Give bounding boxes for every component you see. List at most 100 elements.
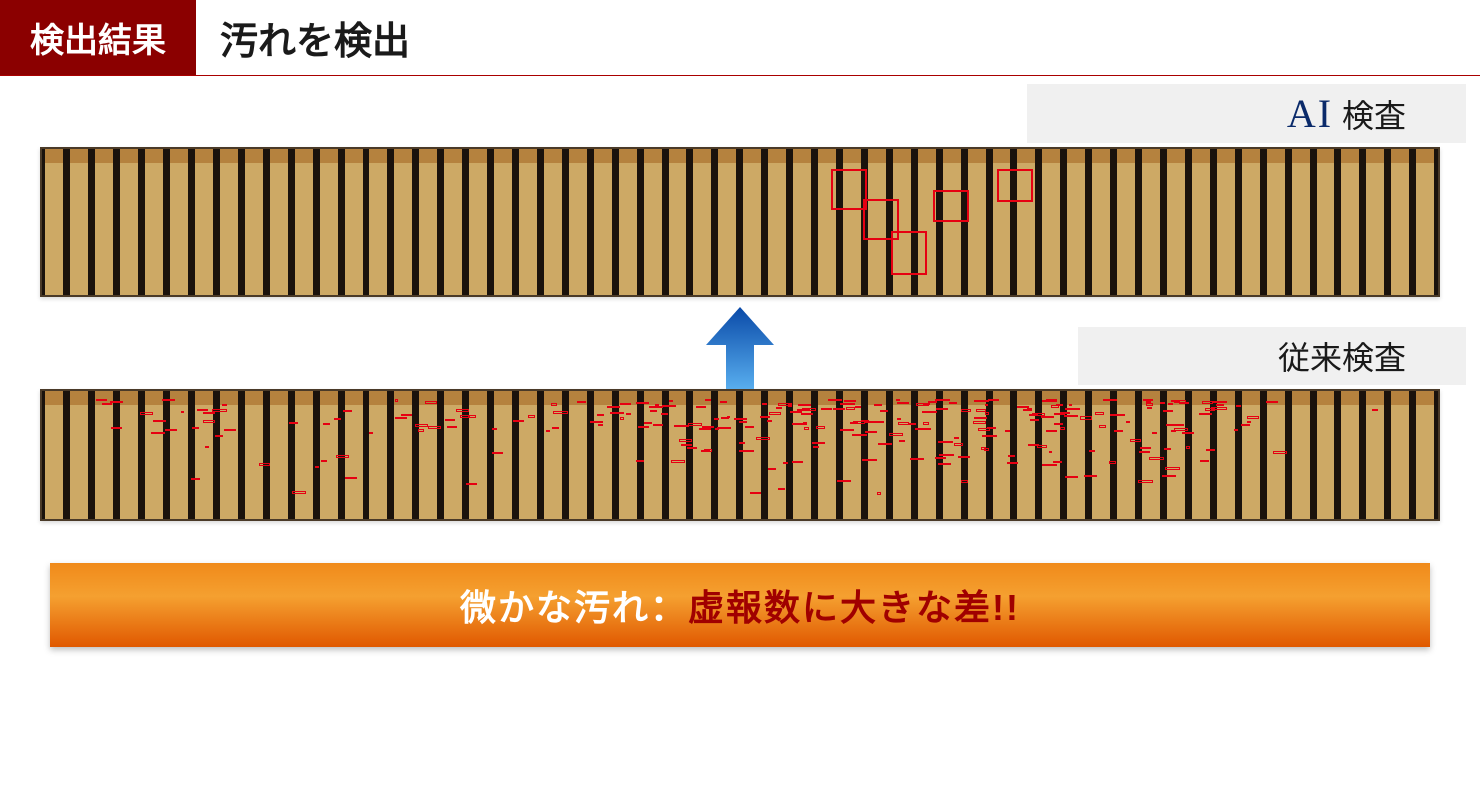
conventional-detection-box xyxy=(110,401,123,403)
conventional-detection-box xyxy=(620,417,624,419)
strip-bar xyxy=(765,149,790,295)
conventional-detection-box xyxy=(837,480,851,482)
strip-bar xyxy=(615,149,640,295)
strip-bar xyxy=(466,149,491,295)
conventional-detection-box xyxy=(949,402,957,404)
conventional-detection-box xyxy=(840,403,854,405)
conventional-detection-box xyxy=(1213,401,1226,403)
conventional-detection-box xyxy=(620,403,630,405)
strip-bar xyxy=(1089,391,1114,519)
strip-bar xyxy=(316,149,341,295)
conventional-detection-box xyxy=(756,437,770,440)
strip-bar xyxy=(67,149,92,295)
conventional-detection-box xyxy=(466,483,477,485)
conventional-detection-box xyxy=(552,427,558,429)
conventional-detection-box xyxy=(528,415,535,418)
conventional-detection-box xyxy=(626,413,631,415)
conventional-inspection-label: 従来検査 xyxy=(1078,327,1466,385)
conventional-detection-box xyxy=(447,426,457,429)
strip-bar xyxy=(466,391,491,519)
strip-bar xyxy=(491,391,516,519)
conclusion-prefix: 微かな汚れ： xyxy=(460,587,688,628)
conventional-detection-box xyxy=(961,480,968,483)
conventional-detection-box xyxy=(679,439,692,442)
conventional-detection-box xyxy=(776,407,782,409)
conventional-detection-box xyxy=(985,404,989,406)
conventional-detection-box xyxy=(492,452,503,454)
strip-bar xyxy=(1238,391,1263,519)
conventional-detection-box xyxy=(1186,446,1190,449)
strip-bar xyxy=(1263,391,1288,519)
conventional-detection-box xyxy=(988,399,999,401)
strip-bar xyxy=(590,391,615,519)
conventional-detection-box xyxy=(1171,400,1181,402)
conventional-detection-box xyxy=(974,400,989,402)
conventional-detection-box xyxy=(203,420,215,423)
conventional-detection-box xyxy=(1112,399,1118,401)
strip-bar xyxy=(216,149,241,295)
conventional-detection-box xyxy=(671,460,685,463)
conventional-detection-box xyxy=(1146,401,1151,403)
conventional-detection-box xyxy=(638,426,648,428)
conventional-detection-box xyxy=(1140,447,1151,449)
ai-detection-box xyxy=(831,169,867,210)
conventional-detection-box xyxy=(1164,448,1172,450)
conventional-detection-box xyxy=(1069,404,1073,406)
conventional-detection-box xyxy=(923,422,929,424)
conventional-detection-box xyxy=(102,403,112,405)
conventional-detection-box xyxy=(767,420,772,422)
conventional-detection-box xyxy=(205,446,209,448)
conventional-inspection-strip xyxy=(40,389,1440,521)
conventional-detection-box xyxy=(644,422,653,425)
strip-bar xyxy=(640,149,665,295)
conventional-detection-box xyxy=(1060,412,1070,414)
conventional-detection-box xyxy=(1080,416,1091,419)
strip-bar xyxy=(1089,149,1114,295)
conventional-detection-box xyxy=(415,424,428,427)
conventional-detection-box xyxy=(850,422,858,424)
conventional-detection-box xyxy=(896,399,900,401)
conventional-detection-box xyxy=(936,408,948,410)
conventional-detection-box xyxy=(1007,462,1019,464)
conventional-detection-box xyxy=(1172,424,1183,426)
conventional-detection-box xyxy=(717,427,731,429)
conventional-detection-box xyxy=(1152,432,1158,434)
conventional-detection-box xyxy=(705,399,711,401)
ai-inspection-label: AI 検査 xyxy=(1027,84,1466,143)
strip-bar xyxy=(1039,391,1064,519)
strip-bars xyxy=(42,391,1438,519)
strip-bar xyxy=(939,149,964,295)
conventional-detection-box xyxy=(1147,407,1153,409)
conventional-detection-box xyxy=(1179,402,1189,404)
strip-bar xyxy=(615,391,640,519)
strip-bar xyxy=(565,149,590,295)
conventional-detection-box xyxy=(577,401,587,403)
conventional-detection-box xyxy=(769,412,780,415)
conventional-detection-box xyxy=(1065,408,1079,411)
conventional-detection-box xyxy=(1030,419,1039,421)
conventional-detection-box xyxy=(739,421,747,423)
conventional-detection-box xyxy=(1168,403,1173,405)
conventional-detection-box xyxy=(1053,461,1062,463)
strip-bar xyxy=(266,149,291,295)
conventional-detection-box xyxy=(801,413,812,416)
conventional-detection-box xyxy=(750,492,761,494)
strip-bar xyxy=(1288,391,1313,519)
conventional-detection-box xyxy=(669,400,673,402)
conventional-detection-box xyxy=(551,403,556,406)
conventional-detection-box xyxy=(369,432,373,434)
conventional-detection-box xyxy=(192,427,199,429)
conventional-detection-box xyxy=(598,424,603,426)
conventional-detection-box xyxy=(880,410,888,412)
strip-bar xyxy=(67,391,92,519)
conventional-detection-box xyxy=(874,404,881,406)
ai-inspection-strip xyxy=(40,147,1440,297)
conventional-detection-box xyxy=(1027,408,1032,410)
conventional-detection-box xyxy=(792,461,802,463)
conventional-detection-box xyxy=(1054,423,1062,425)
conventional-detection-box xyxy=(812,442,824,444)
conventional-detection-box xyxy=(203,412,215,414)
conventional-detection-box xyxy=(1049,451,1053,453)
strip-bar xyxy=(1338,149,1363,295)
conventional-detection-box xyxy=(1174,428,1188,431)
